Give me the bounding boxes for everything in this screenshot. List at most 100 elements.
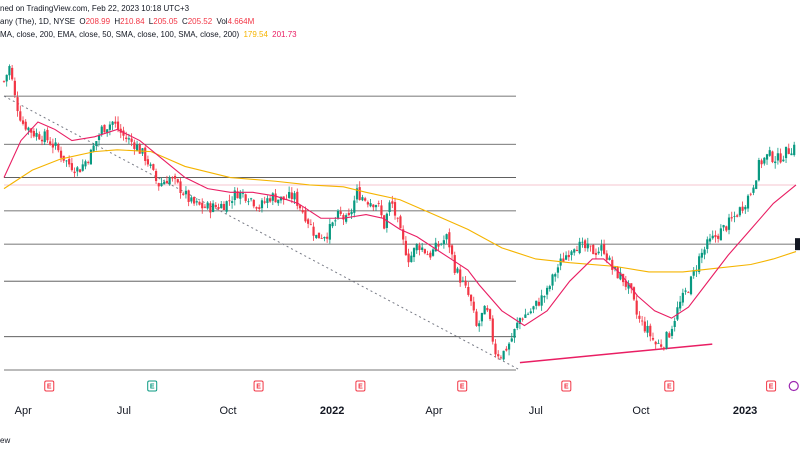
candle-body [241, 193, 245, 194]
candle-body [597, 251, 600, 254]
candle-body [475, 311, 478, 326]
candle-body [95, 141, 98, 146]
candle-body [635, 300, 638, 315]
candle-body [564, 255, 568, 260]
candle-body [293, 193, 296, 200]
candle-body [380, 205, 383, 216]
candle-body [711, 235, 714, 239]
candle-body [38, 134, 41, 140]
earnings-letter: E [460, 384, 465, 391]
candle-body [103, 124, 106, 133]
candle-body [556, 267, 560, 273]
earnings-badge-2[interactable]: E [253, 380, 264, 392]
candle-body [513, 329, 516, 338]
candle-body [641, 320, 644, 322]
candle-body [32, 130, 35, 137]
candle-body [35, 132, 38, 137]
candle-body [239, 191, 242, 199]
candle-body [407, 253, 410, 263]
candle-body [16, 97, 19, 112]
candle-body [450, 245, 454, 255]
moving-average-line [3, 121, 797, 327]
candle-body [499, 357, 503, 359]
candle-body [296, 191, 299, 206]
earnings-badge-7[interactable]: E [766, 380, 777, 392]
candle-body [57, 144, 60, 151]
candle-body [440, 243, 443, 245]
candle-body [679, 301, 682, 309]
candle-body [54, 142, 57, 146]
earnings-icon [766, 380, 777, 392]
candle-body [27, 127, 30, 131]
candle-body [70, 163, 73, 171]
candle-body [469, 294, 473, 302]
candle-body [130, 138, 133, 142]
dividend-icon [788, 380, 799, 392]
candle-body [76, 167, 79, 172]
candle-body [100, 126, 103, 135]
candle-body [255, 207, 258, 209]
earnings-letter: E [256, 384, 261, 391]
ema-200-line [3, 149, 797, 273]
candle-body [548, 286, 551, 290]
earnings-badge-5[interactable]: E [561, 380, 572, 392]
candle-body [391, 201, 394, 204]
candle-body [383, 215, 386, 229]
candle-body [760, 160, 763, 165]
candle-body [144, 147, 147, 162]
candle-body [521, 318, 524, 320]
candle-body [526, 313, 530, 315]
candle-body [89, 149, 92, 165]
candle-body [328, 224, 331, 240]
candle-body [497, 354, 500, 357]
x-tick-label-2: Oct [219, 405, 236, 417]
candle-body [19, 111, 22, 121]
candle-body [404, 240, 407, 256]
candle-body [160, 183, 163, 187]
candle-body [396, 217, 399, 219]
earnings-icon [457, 380, 468, 392]
candle-body [744, 206, 747, 210]
candle-body [524, 314, 527, 318]
candle-body [298, 205, 302, 209]
candle-body [290, 192, 293, 199]
moving-averages [3, 121, 797, 327]
earnings-badge-4[interactable]: E [457, 380, 468, 392]
candle-body [97, 135, 101, 141]
candle-body [179, 181, 182, 193]
earnings-letter: E [358, 384, 363, 391]
earnings-badge-6[interactable]: E [664, 380, 675, 392]
candle-body [366, 202, 369, 205]
x-tick-label-4: Apr [425, 405, 442, 417]
candle-body [5, 74, 8, 82]
candle-body [263, 201, 266, 203]
candle-body [73, 171, 76, 174]
candle-body [372, 204, 375, 208]
candle-body [429, 252, 432, 258]
candle-body [649, 325, 652, 337]
earnings-badge-1[interactable]: E [147, 380, 158, 392]
candle-body [442, 240, 445, 245]
candle-body [730, 217, 733, 219]
earnings-badge-3[interactable]: E [355, 380, 366, 392]
candle-body [345, 215, 348, 222]
earnings-badge-8[interactable] [788, 380, 799, 392]
candle-body [87, 161, 90, 163]
candle-body [217, 207, 220, 209]
candle-body [776, 153, 779, 161]
candle-body [8, 66, 11, 76]
earnings-letter: E [769, 384, 774, 391]
candle-body [369, 203, 372, 207]
price-scale-marker [795, 238, 800, 251]
candle-body [665, 331, 668, 349]
candle-body [173, 175, 177, 179]
candle-body [252, 199, 255, 207]
candle-body [163, 181, 166, 185]
candle-body [269, 198, 272, 202]
candle-body [111, 121, 114, 125]
candle-body [736, 215, 739, 217]
candle-body [125, 137, 128, 140]
earnings-badge-0[interactable]: E [44, 380, 55, 392]
